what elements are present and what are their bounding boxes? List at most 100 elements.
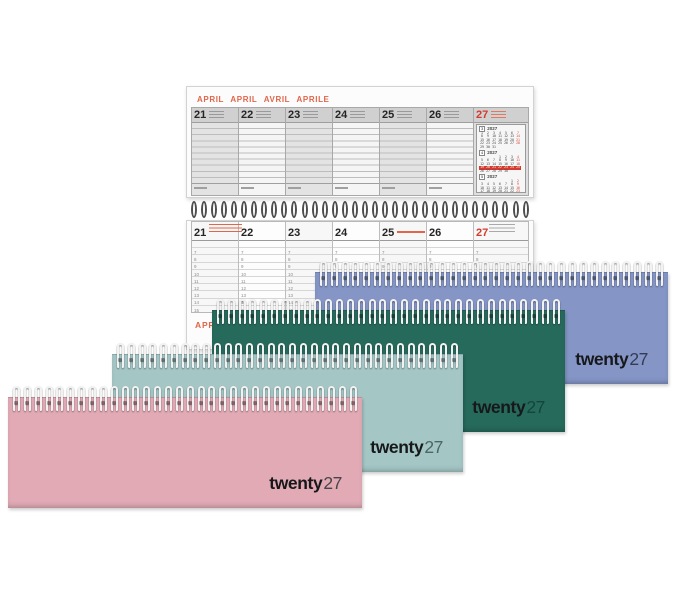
wire-loop (375, 343, 383, 368)
hour-row: 7 (427, 241, 473, 255)
brand-year: 27 (526, 397, 545, 417)
wire-ring (211, 200, 218, 218)
mini-day: 17 (492, 137, 496, 142)
wire-loop (292, 299, 300, 324)
wire-loop (241, 386, 249, 411)
wire-loop (213, 343, 221, 368)
mini-day: 12 (492, 185, 496, 190)
mini-week-row: 15 16 17 18 19 20 21 (479, 137, 521, 142)
mini-day: 11 (486, 185, 490, 190)
mini-day: 13 (498, 185, 502, 190)
wire-loop (514, 261, 522, 286)
hour-number: 10 (288, 271, 294, 277)
wire-ring (341, 200, 348, 218)
mini-day: 5 (493, 182, 495, 187)
mini-day: 5 (505, 131, 507, 135)
wire-loop (284, 386, 292, 411)
brand-word: twenty (575, 349, 629, 369)
wire-loop (230, 386, 238, 411)
mini-day: 5 (481, 158, 483, 163)
wire-loop (357, 299, 365, 324)
mini-day: 23 (516, 189, 520, 193)
mini-day: 7 (505, 182, 507, 187)
hour-number: 12 (288, 285, 294, 291)
day-header: 21 (192, 108, 238, 123)
wire-loop (170, 343, 178, 368)
mini-day: 8 (499, 158, 501, 163)
mini-day: 20 (486, 165, 490, 170)
wire-loop (181, 343, 189, 368)
mini-day: 25 (498, 141, 502, 146)
wire-loop (364, 343, 372, 368)
month-header-label: APRIL APRIL AVRIL APRILE (197, 95, 330, 104)
hour-row: 7 (192, 241, 238, 255)
wire-ring (381, 200, 388, 218)
hour-number: 7 (382, 250, 385, 255)
wire-loop (482, 261, 490, 286)
wire-loop (406, 261, 414, 286)
wire-loop (110, 386, 118, 411)
wire-loop (219, 386, 227, 411)
hour-number: 7 (429, 250, 432, 255)
hour-number: 12 (194, 285, 200, 291)
wire-loop (34, 386, 42, 411)
wire-ring (311, 200, 318, 218)
mini-day: 22 (510, 189, 514, 193)
day-number: 22 (241, 227, 254, 239)
brand-word: twenty (370, 437, 424, 457)
mini-month: 4 2027 1 2 3 4 5 6 7 8 9 10 11 12 13 14 15 16 17 18 19 20 21 22… (479, 149, 524, 173)
footer-text (335, 187, 348, 189)
hour-row: 7 (474, 241, 528, 255)
wire-loop (368, 299, 376, 324)
hour-row: 13 (192, 284, 238, 298)
hour-number: 8 (241, 257, 244, 263)
wire-loop (224, 343, 232, 368)
mini-day: 19 (504, 137, 508, 142)
hour-row: 12 (286, 277, 332, 291)
mini-day: 6 (499, 182, 501, 187)
mini-day: 16 (486, 137, 490, 142)
wire-loop (238, 299, 246, 324)
hour-row: 11 (239, 270, 285, 284)
top-week-grid: 21 22 23 24 25 26 27 3 2027 1 2 3 4 5 6 7 8 9 10 11 12 13 14 15… (191, 107, 529, 196)
hour-row: 9 (380, 255, 426, 269)
wire-binding (320, 261, 663, 286)
day-column: 26 (427, 108, 474, 195)
wire-loop (395, 261, 403, 286)
day-name-text (489, 224, 515, 232)
mini-week-row: 10 11 12 13 14 15 16 (479, 185, 521, 190)
mini-day: 7 (493, 158, 495, 163)
mini-day: 10 (510, 158, 514, 163)
wire-loop (67, 386, 75, 411)
wire-loop (352, 261, 360, 286)
hour-number: 9 (241, 264, 244, 270)
day-number: 21 (194, 109, 207, 121)
mini-day: 31 (492, 144, 496, 149)
wire-ring (331, 200, 338, 218)
mini-day: 21 (516, 137, 520, 142)
day-number: 27 (476, 227, 489, 239)
hour-number: 8 (194, 257, 197, 263)
wire-loop (256, 343, 264, 368)
wire-loop (439, 261, 447, 286)
wire-loop (138, 343, 146, 368)
wire-loop (623, 261, 631, 286)
brand-year: 27 (424, 437, 443, 457)
wire-ring (512, 200, 519, 218)
day-header: 25 (380, 222, 426, 241)
day-column: 25 (380, 108, 427, 195)
wire-loop (363, 261, 371, 286)
wire-loop (541, 299, 549, 324)
wire-ring (231, 200, 238, 218)
mini-day: 11 (498, 134, 502, 139)
mini-week-row: 22 23 24 25 26 27 28 (479, 141, 521, 146)
day-name-text (397, 111, 413, 120)
day-header: 27 (474, 108, 528, 123)
wire-loop (117, 343, 124, 368)
spiral-binding-middle (186, 198, 534, 220)
day-number: 26 (429, 227, 442, 239)
mini-day: 2 (517, 179, 519, 184)
wire-loop (246, 343, 254, 368)
day-number: 23 (288, 227, 301, 239)
